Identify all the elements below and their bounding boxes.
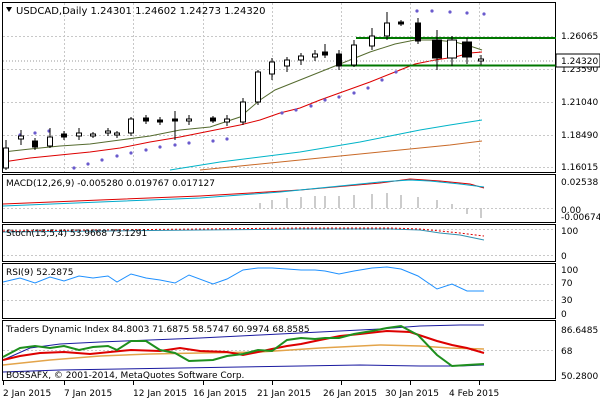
tdi-tick: 68 — [561, 347, 573, 357]
rsi-tick: 100 — [561, 266, 578, 276]
symbol-header: USDCAD,Daily 1.24301 1.24602 1.24273 1.2… — [16, 6, 266, 17]
current-price-label: 1.24320 — [561, 57, 598, 67]
price-tick: 1.18490 — [561, 131, 598, 141]
rsi-label: RSI(9) 52.2875 — [6, 268, 73, 278]
tdi-tick: 50.2800 — [561, 372, 598, 382]
tdi-axis: 86.6485 68 50.2800 — [561, 326, 598, 382]
price-tick: 1.21040 — [561, 98, 598, 108]
price-axis: 1.26065 1.23590 1.21040 1.18490 1.16015 — [561, 32, 598, 173]
rsi-panel-frame — [2, 263, 556, 319]
time-label: 12 Jan 2015 — [133, 389, 187, 399]
macd-panel-frame — [2, 174, 556, 223]
macd-line — [2, 179, 485, 207]
macd-label: MACD(12,26,9) -0.005280 0.019767 0.01712… — [6, 179, 215, 189]
tdi-rsi-price-line — [2, 324, 485, 368]
time-axis-ticks — [3, 381, 480, 385]
sma-slow-line — [169, 119, 483, 171]
time-label: 2 Jan 2015 — [3, 389, 51, 399]
stoch-label: Stoch(15,5,4) 53.9668 73.1291 — [6, 229, 147, 239]
time-label: 26 Jan 2015 — [323, 389, 377, 399]
time-label: 4 Feb 2015 — [449, 389, 499, 399]
time-label: 21 Jan 2015 — [257, 389, 311, 399]
sma-long-line — [199, 140, 483, 171]
time-label: 30 Jan 2015 — [385, 389, 439, 399]
stoch-main-line — [2, 228, 485, 241]
main-panel-frame — [2, 2, 556, 173]
sma-mid-line — [2, 39, 483, 153]
tdi-lower-band — [2, 364, 485, 373]
candles — [3, 12, 484, 170]
rsi-tick: 30 — [561, 296, 573, 306]
stoch-tick: 100 — [561, 227, 578, 237]
tdi-label: Traders Dynamic Index 84.8003 71.6875 58… — [5, 325, 310, 335]
macd-signal-line — [2, 178, 485, 205]
stoch-axis: 100 0 — [561, 227, 578, 262]
time-axis: 2 Jan 2015 7 Jan 2015 12 Jan 2015 16 Jan… — [3, 389, 499, 399]
time-label: 16 Jan 2015 — [193, 389, 247, 399]
macd-axis: 0.02538 0.00 -0.00674 — [561, 178, 600, 223]
rsi-tick: 0 — [561, 310, 567, 320]
sma-fast-line — [2, 51, 483, 163]
tdi-tick: 86.6485 — [561, 326, 598, 336]
macd-tick: 0.00 — [561, 206, 581, 216]
macd-tick: 0.02538 — [561, 178, 598, 188]
main-grid — [3, 3, 555, 172]
price-tick: 1.23590 — [561, 65, 598, 75]
time-label: 7 Jan 2015 — [64, 389, 112, 399]
rsi-line — [2, 266, 484, 292]
rsi-tick: 70 — [561, 279, 573, 289]
tdi-upper-band — [2, 324, 484, 361]
stoch-tick: 0 — [561, 252, 567, 262]
collapse-triangle-icon[interactable] — [6, 7, 12, 12]
price-tick: 1.26065 — [561, 32, 598, 42]
macd-tick: -0.00674 — [561, 213, 600, 223]
rsi-axis: 100 70 30 0 — [561, 266, 578, 320]
macd-histogram — [259, 193, 482, 218]
copyright-label: BOSSAFX, © 2001-2014, MetaQuotes Softwar… — [6, 371, 244, 381]
current-price-tag — [555, 53, 600, 68]
price-tick: 1.16015 — [561, 163, 598, 173]
tdi-trade-signal-line — [2, 329, 485, 361]
